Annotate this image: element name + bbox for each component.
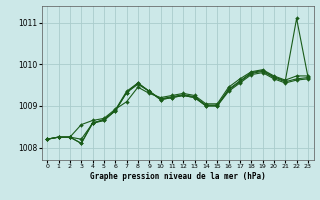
X-axis label: Graphe pression niveau de la mer (hPa): Graphe pression niveau de la mer (hPa): [90, 172, 266, 181]
